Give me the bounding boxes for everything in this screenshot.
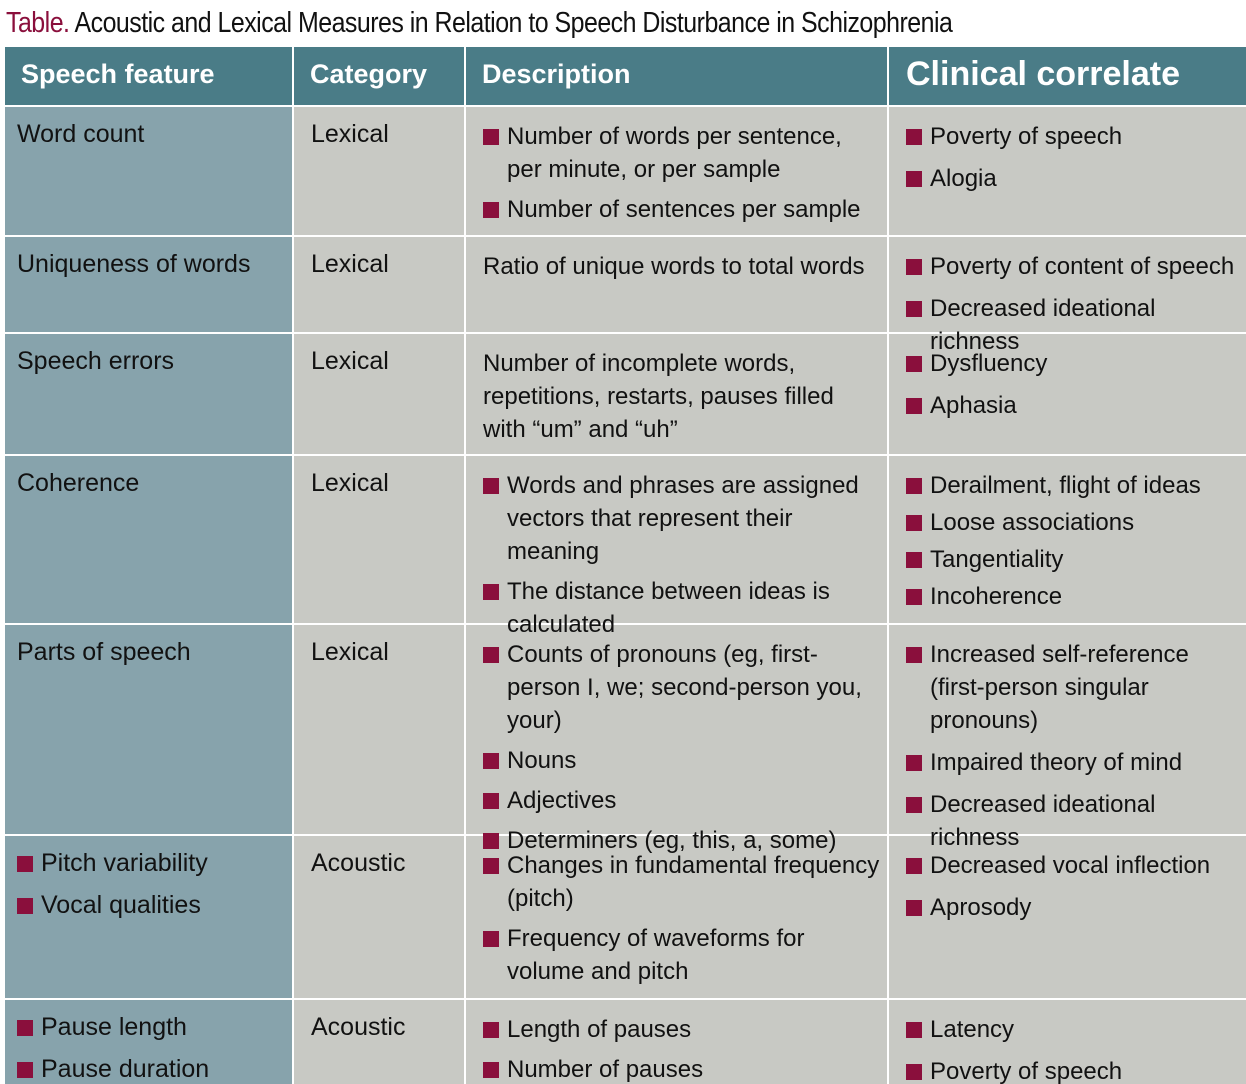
bullet-item: Length of pauses — [483, 1013, 883, 1046]
category-cell: Lexical — [294, 107, 464, 235]
bullet-item: Impaired theory of mind — [906, 746, 1245, 779]
table-row-feature: Pause length Pause duration — [5, 1000, 292, 1084]
description-text: Ratio of unique words to total words — [483, 253, 865, 280]
table-row-feature: Uniqueness of words — [5, 237, 292, 332]
table-title-text: Acoustic and Lexical Measures in Relatio… — [74, 7, 953, 39]
feature-bullet-item: Vocal qualities — [17, 891, 292, 919]
bullet-item: Number of sentences per sample — [483, 193, 883, 226]
bullet-item: Words and phrases are assigned vectors t… — [483, 469, 883, 568]
description-cell: Number of incomplete words, repetitions,… — [466, 334, 887, 454]
bullet-item: Poverty of speech — [906, 1055, 1245, 1084]
table-row-feature: Parts of speech — [5, 625, 292, 834]
bullet-item: Counts of pronouns (eg, first-person I, … — [483, 638, 883, 737]
table-row-feature: Coherence — [5, 456, 292, 623]
clinical-cell: Decreased vocal inflection Aprosody — [889, 836, 1246, 998]
bullet-item: Latency — [906, 1013, 1245, 1046]
category-cell: Acoustic — [294, 836, 464, 998]
feature-label: Parts of speech — [17, 638, 191, 666]
header-description: Description — [466, 47, 887, 105]
bullet-item: The distance between ideas is calculated — [483, 575, 883, 641]
description-cell: Changes in fundamental frequency (pitch)… — [466, 836, 887, 998]
bullet-item: Incoherence — [906, 580, 1245, 613]
feature-label: Coherence — [17, 469, 140, 497]
bullet-item: Loose associations — [906, 506, 1245, 539]
description-cell: Words and phrases are assigned vectors t… — [466, 456, 887, 638]
bullet-item: Dysfluency — [906, 347, 1245, 380]
table-row-feature: Speech errors — [5, 334, 292, 454]
feature-bullet-item: Pause length — [17, 1013, 292, 1041]
bullet-item: Determiners (eg, this, a, some) — [483, 824, 883, 857]
feature-bullet-item: Pitch variability — [17, 849, 292, 877]
bullet-item: Tangentiality — [906, 543, 1245, 576]
clinical-cell: Dysfluency Aphasia — [889, 334, 1246, 454]
category-cell: Lexical — [294, 456, 464, 623]
header-clinical-correlate: Clinical correlate — [889, 47, 1246, 105]
bullet-item: Changes in fundamental frequency (pitch) — [483, 849, 883, 915]
bullet-item: Number of words per sentence, per minute… — [483, 120, 883, 186]
bullet-item: Aprosody — [906, 891, 1245, 924]
clinical-cell: Increased self-reference (first-person s… — [889, 625, 1246, 851]
header-category: Category — [294, 47, 464, 105]
description-text: Number of incomplete words, repetitions,… — [483, 350, 834, 443]
bullet-item: Poverty of speech — [906, 120, 1245, 153]
bullet-item: Alogia — [906, 162, 1245, 195]
category-cell: Acoustic — [294, 1000, 464, 1084]
bullet-item: Aphasia — [906, 389, 1245, 422]
bullet-item: Derailment, flight of ideas — [906, 469, 1245, 502]
table-row-feature: Word count — [5, 107, 292, 235]
description-cell: Ratio of unique words to total words — [466, 237, 887, 332]
table-title: Table. Acoustic and Lexical Measures in … — [6, 4, 953, 42]
header-speech-feature: Speech feature — [5, 47, 292, 105]
bullet-item: Decreased ideational richness — [906, 788, 1245, 854]
bullet-item: Decreased vocal inflection — [906, 849, 1245, 882]
bullet-item: Poverty of content of speech — [906, 250, 1245, 283]
table-row-feature: Pitch variability Vocal qualities — [5, 836, 292, 998]
clinical-cell: Poverty of speech Alogia — [889, 107, 1246, 235]
table-title-label: Table. — [6, 7, 70, 39]
feature-label: Uniqueness of words — [17, 250, 251, 278]
bullet-item: Increased self-reference (first-person s… — [906, 638, 1245, 737]
description-cell: Counts of pronouns (eg, first-person I, … — [466, 625, 887, 854]
bullet-item: Frequency of waveforms for volume and pi… — [483, 922, 883, 988]
category-cell: Lexical — [294, 334, 464, 454]
bullet-item: Adjectives — [483, 784, 883, 817]
clinical-cell: Latency Poverty of speech — [889, 1000, 1246, 1084]
feature-label: Speech errors — [17, 347, 175, 375]
description-cell: Length of pauses Number of pauses — [466, 1000, 887, 1084]
description-cell: Number of words per sentence, per minute… — [466, 107, 887, 235]
category-cell: Lexical — [294, 625, 464, 834]
clinical-cell: Poverty of content of speech Decreased i… — [889, 237, 1246, 355]
bullet-item: Number of pauses — [483, 1053, 883, 1084]
measures-table: Speech feature Category Description Clin… — [5, 47, 1246, 1084]
clinical-cell: Derailment, flight of ideas Loose associ… — [889, 456, 1246, 623]
bullet-item: Decreased ideational richness — [906, 292, 1245, 358]
bullet-item: Nouns — [483, 744, 883, 777]
category-cell: Lexical — [294, 237, 464, 332]
feature-bullet-item: Pause duration — [17, 1055, 292, 1083]
feature-label: Word count — [17, 120, 145, 148]
